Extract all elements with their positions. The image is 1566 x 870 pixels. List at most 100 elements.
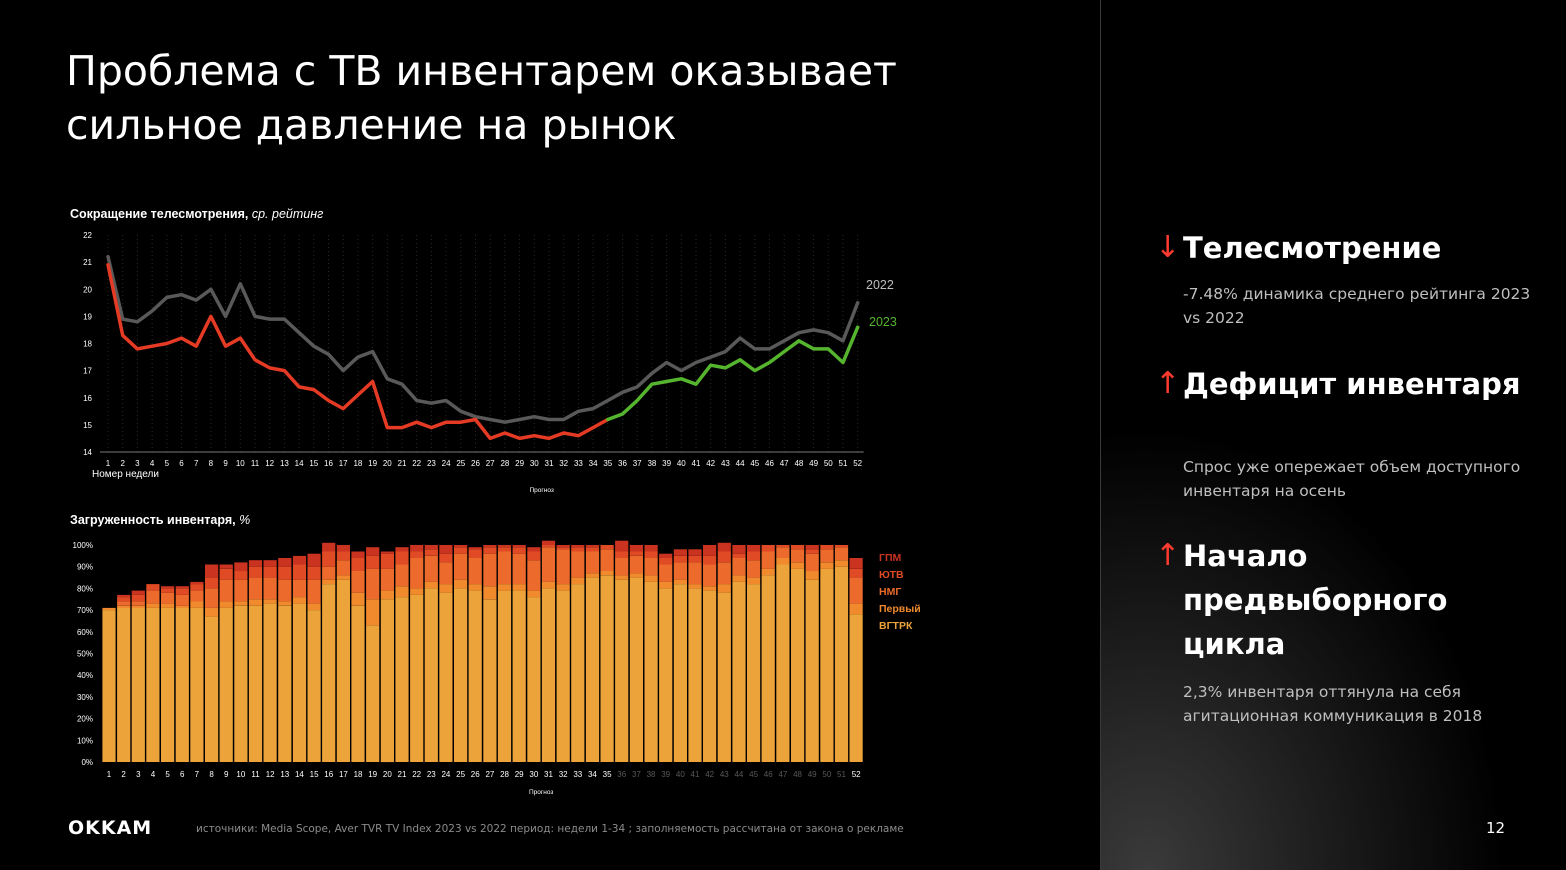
bar-chart-forecast-label: Прогноз (529, 789, 553, 796)
line-chart-y-tick: 16 (83, 394, 92, 403)
line-chart-x-tick: 50 (824, 459, 833, 468)
bar-segment-vgtrk (278, 605, 292, 762)
inventory-load-bar-chart: 0%10%20%30%40%50%60%70%80%90%100%1 2 3 4 5 6 7… (73, 540, 921, 796)
bar-segment-perviy (527, 590, 541, 598)
bar-segment-yutv (834, 545, 849, 548)
bar-chart-y-tick: 80% (77, 584, 93, 593)
bar-segment-gpm (292, 555, 307, 565)
bar-segment-yutv (615, 551, 629, 558)
bar-segment-yutv (190, 584, 204, 591)
bar-segment-nmg (805, 553, 819, 572)
bar-segment-nmg (512, 553, 526, 585)
bar-segment-gpm (688, 549, 702, 556)
bar-segment-gpm (161, 586, 175, 589)
line-chart-x-tick: 24 (442, 459, 451, 468)
bar-segment-yutv (205, 577, 219, 589)
bar-segment-gpm (497, 545, 512, 548)
bar-segment-perviy (307, 603, 321, 611)
bar-segment-nmg (146, 590, 160, 604)
series-2023-label: 2023 (869, 315, 897, 329)
bar-segment-vgtrk (541, 588, 556, 762)
bar-segment-gpm (747, 545, 761, 552)
bar-segment-nmg (717, 562, 731, 585)
bar-segment-nmg (190, 590, 204, 602)
bar-segment-yutv (673, 555, 687, 563)
bar-chart-x-tick: 18 (354, 770, 363, 779)
bar-segment-yutv (497, 547, 512, 552)
bar-segment-yutv (849, 568, 863, 578)
bar-segment-perviy (776, 558, 790, 565)
bar-segment-nmg (263, 577, 277, 600)
bar-chart-x-tick: 38 (647, 770, 656, 779)
bar-segment-yutv (307, 566, 321, 580)
line-chart-x-tick: 33 (574, 459, 583, 468)
bar-segment-vgtrk (161, 607, 175, 762)
bar-chart-y-tick: 10% (77, 736, 93, 745)
line-chart-x-tick: 38 (647, 459, 656, 468)
bar-segment-yutv (380, 553, 394, 569)
bar-chart-x-tick: 21 (398, 770, 407, 779)
bar-segment-nmg (747, 560, 761, 578)
bar-segment-vgtrk (424, 588, 438, 762)
bar-segment-perviy (820, 562, 834, 569)
bar-segment-perviy (571, 577, 585, 585)
bar-segment-vgtrk (322, 584, 336, 762)
bar-segment-vgtrk (776, 564, 790, 762)
bar-segment-perviy (322, 579, 336, 584)
bar-segment-vgtrk (395, 597, 409, 762)
bar-segment-perviy (483, 586, 497, 600)
bar-segment-perviy (644, 575, 658, 582)
line-chart-x-tick: 7 (194, 459, 199, 468)
bar-segment-yutv (791, 545, 805, 550)
line-chart-x-tick: 20 (383, 459, 392, 468)
bar-segment-nmg (541, 547, 556, 582)
bar-segment-nmg (175, 594, 189, 606)
bar-segment-gpm (585, 545, 600, 548)
line-chart-y-tick: 15 (83, 421, 92, 430)
bar-chart-x-tick: 46 (764, 770, 773, 779)
bar-chart-x-tick: 4 (151, 770, 156, 779)
bar-segment-gpm (615, 540, 629, 552)
bar-segment-nmg (834, 547, 849, 561)
bar-chart-title-unit: % (239, 513, 251, 527)
bar-chart-x-tick: 8 (209, 770, 214, 779)
bar-segment-perviy (263, 599, 277, 604)
bar-segment-gpm (629, 545, 643, 552)
bar-chart-x-tick: 35 (603, 770, 612, 779)
bar-chart-x-tick: 17 (339, 770, 348, 779)
bar-segment-gpm (380, 551, 394, 554)
bar-segment-gpm (527, 547, 541, 552)
line-chart-x-tick: 17 (339, 459, 348, 468)
line-chart-x-tick: 8 (209, 459, 214, 468)
okkam-logo: OKKAM (68, 817, 153, 839)
legend-yutv: ЮТВ (879, 569, 904, 581)
arrow-up-icon: ↑ (1155, 366, 1181, 401)
bar-segment-vgtrk (688, 588, 702, 762)
bar-segment-perviy (629, 573, 643, 578)
bar-segment-yutv (659, 558, 673, 565)
line-chart-x-tick: 37 (633, 459, 642, 468)
bar-chart-x-tick: 29 (515, 770, 524, 779)
bar-segment-nmg (336, 560, 350, 576)
bar-segment-nmg (776, 547, 790, 558)
bar-chart-x-tick: 24 (441, 770, 450, 779)
bar-chart-y-tick: 20% (77, 715, 93, 724)
line-chart-y-tick: 14 (83, 448, 92, 457)
bar-segment-perviy (703, 586, 717, 591)
bar-segment-vgtrk (219, 607, 233, 762)
bar-segment-nmg (395, 564, 409, 587)
line-chart-x-tick: 3 (135, 459, 140, 468)
line-chart-x-tick: 12 (265, 459, 274, 468)
bar-chart-x-tick: 9 (224, 770, 229, 779)
right-panel (1100, 0, 1566, 870)
bar-segment-vgtrk (175, 607, 189, 762)
bar-chart-x-tick: 28 (500, 770, 509, 779)
bar-segment-perviy (849, 603, 863, 615)
bar-segment-yutv (424, 549, 438, 556)
bar-segment-vgtrk (234, 605, 248, 762)
bar-chart-x-tick: 27 (485, 770, 494, 779)
bar-segment-gpm (248, 560, 263, 567)
bar-segment-perviy (556, 584, 570, 591)
bar-segment-yutv (585, 547, 600, 552)
bar-segment-nmg (527, 560, 541, 591)
